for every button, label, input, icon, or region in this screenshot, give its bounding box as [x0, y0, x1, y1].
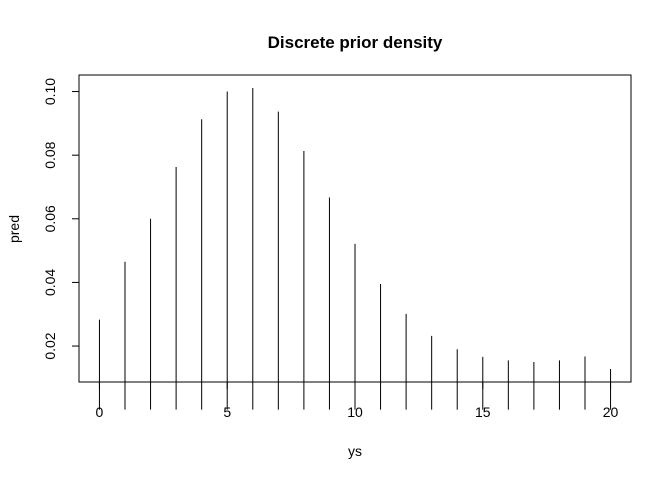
chart-title: Discrete prior density	[268, 33, 443, 52]
y-axis: 0.02 0.04 0.06 0.08 0.10	[42, 78, 80, 360]
x-tick-label: 10	[347, 404, 363, 420]
x-tick-label: 20	[603, 404, 619, 420]
x-axis: 0 5 10 15 20	[96, 381, 619, 420]
x-tick-label: 15	[475, 404, 491, 420]
x-axis-label: ys	[348, 443, 362, 459]
bars-group	[98, 88, 612, 410]
x-tick-label: 5	[223, 404, 231, 420]
y-axis-label: pred	[6, 215, 22, 243]
y-tick-label: 0.02	[42, 332, 58, 359]
x-tick-label: 0	[96, 404, 104, 420]
y-tick-label: 0.06	[42, 205, 58, 232]
y-tick-label: 0.10	[42, 78, 58, 105]
y-tick-label: 0.04	[42, 269, 58, 296]
y-tick-label: 0.08	[42, 141, 58, 168]
